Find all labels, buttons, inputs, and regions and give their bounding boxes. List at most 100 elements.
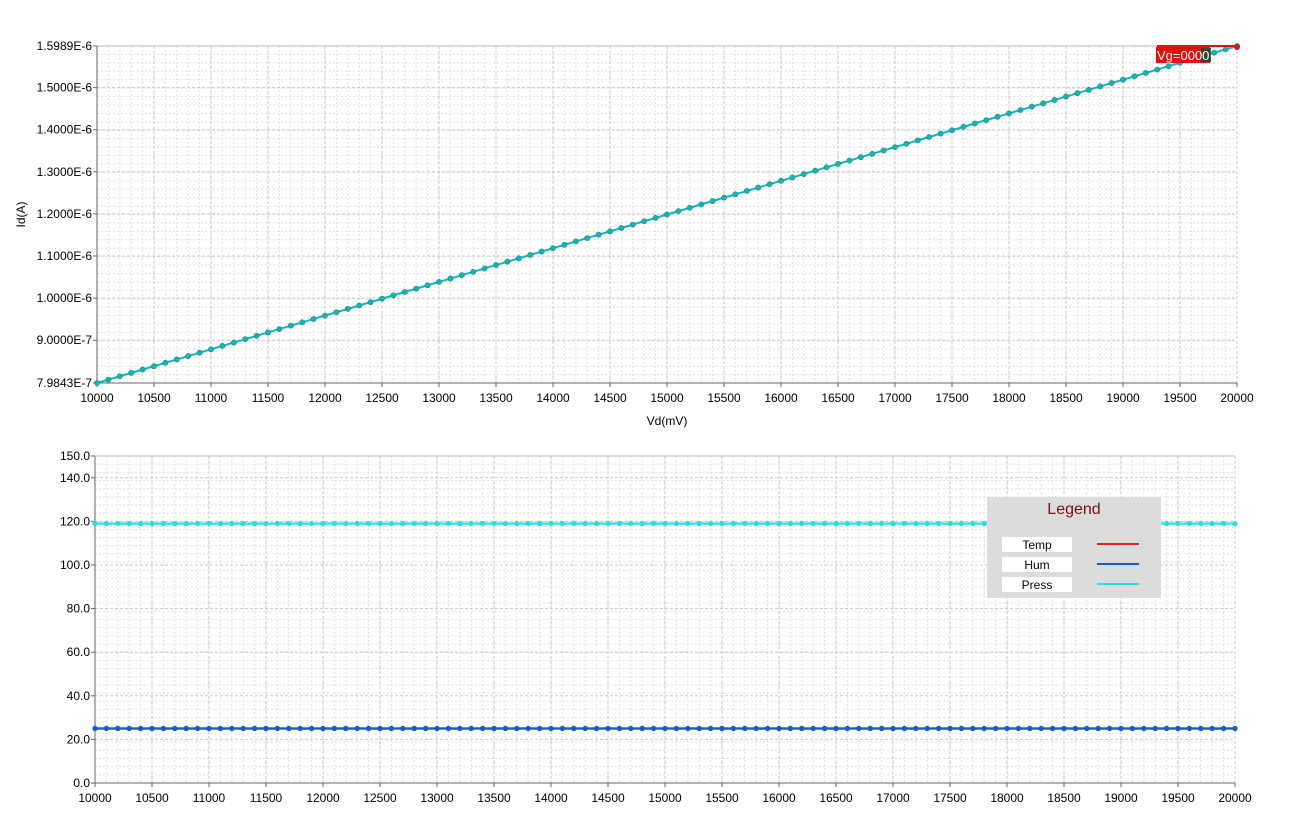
id-series-point <box>869 150 876 157</box>
series-point-press <box>1209 520 1215 527</box>
series-point-press <box>377 520 383 527</box>
id-series-point <box>595 231 602 238</box>
series-point-hum <box>696 725 702 732</box>
id-series-point <box>641 218 648 225</box>
id-series-point <box>105 376 112 383</box>
id-series-point <box>493 262 499 268</box>
id-series-point <box>481 265 488 272</box>
series-point-hum <box>229 725 235 732</box>
id-series-point <box>162 359 169 366</box>
series-point-press <box>525 520 531 527</box>
series-point-press <box>662 520 668 527</box>
series-point-press <box>103 520 109 527</box>
x-tick-label: 15500 <box>705 791 739 805</box>
series-point-press <box>787 520 794 527</box>
id-series-point <box>413 285 420 292</box>
x-tick-label: 19000 <box>1104 791 1138 805</box>
x-tick-label: 10000 <box>78 791 112 805</box>
series-point-hum <box>343 725 349 732</box>
series-point-press <box>149 520 155 527</box>
id-series-point <box>367 299 374 306</box>
series-point-hum <box>1175 725 1181 732</box>
series-point-hum <box>172 725 178 732</box>
x-tick-label: 17000 <box>878 391 912 405</box>
id-series-point <box>470 268 477 275</box>
id-series-point <box>960 123 967 130</box>
series-point-hum <box>434 725 440 732</box>
series-point-press <box>92 520 98 527</box>
id-series-point <box>265 329 271 336</box>
id-series-point <box>1028 103 1035 110</box>
series-point-hum <box>468 725 474 732</box>
id-series-point <box>1006 110 1012 117</box>
series-point-press <box>480 520 486 527</box>
id-series-point <box>208 346 214 353</box>
series-point-hum <box>217 725 223 732</box>
id-series-point <box>527 252 534 258</box>
series-point-press <box>879 520 885 527</box>
id-series-point <box>287 322 294 329</box>
series-point-press <box>856 520 862 527</box>
x-tick-label: 16000 <box>762 791 796 805</box>
series-point-press <box>913 520 919 527</box>
series-point-hum <box>1061 725 1067 732</box>
series-point-hum <box>787 725 794 732</box>
id-series-point <box>846 157 853 164</box>
legend-label-hum: Hum <box>1024 558 1049 572</box>
series-point-hum <box>753 725 759 732</box>
series-point-hum <box>571 725 577 732</box>
y-tick-label: 1.0000E-6 <box>37 291 93 305</box>
x-tick-label: 15000 <box>648 791 682 805</box>
id-series-point <box>515 255 522 262</box>
series-point-press <box>651 520 657 527</box>
id-series-point <box>1074 90 1081 97</box>
series-point-press <box>537 520 543 527</box>
id-series-point <box>242 336 249 343</box>
x-tick-label: 19500 <box>1161 791 1195 805</box>
series-point-hum <box>981 725 987 732</box>
id-series-point <box>139 366 146 373</box>
id-series-point <box>561 241 568 248</box>
id-series-point <box>333 309 340 316</box>
id-series-point <box>196 349 203 356</box>
series-point-press <box>559 520 566 527</box>
id-series-point <box>743 188 750 194</box>
id-series-point <box>1063 93 1069 100</box>
y-tick-label: 80.0 <box>67 602 91 616</box>
series-point-hum <box>776 725 782 732</box>
id-series-point <box>504 258 511 265</box>
id-series-point <box>1211 49 1218 56</box>
id-series-point <box>675 208 682 215</box>
series-point-press <box>217 520 223 527</box>
series-point-hum <box>1221 725 1227 732</box>
series-point-press <box>263 520 269 527</box>
series-point-hum <box>970 725 976 732</box>
id-series-point <box>755 184 762 191</box>
id-series-point <box>812 167 819 174</box>
series-point-hum <box>1084 725 1090 732</box>
id-series-point <box>789 174 796 181</box>
series-point-hum <box>525 725 531 732</box>
series-point-press <box>343 520 349 527</box>
series-point-press <box>297 520 303 527</box>
id-series-point <box>926 134 933 140</box>
series-point-press <box>320 520 326 527</box>
series-point-press <box>970 520 976 527</box>
series-point-hum <box>582 725 588 732</box>
x-tick-label: 16500 <box>821 391 855 405</box>
series-point-hum <box>1118 725 1124 732</box>
series-point-press <box>183 520 189 527</box>
x-tick-label: 17500 <box>935 391 969 405</box>
id-series-point <box>823 164 830 171</box>
series-point-hum <box>548 725 554 732</box>
x-tick-label: 10500 <box>135 791 169 805</box>
series-point-hum <box>126 725 132 732</box>
series-point-hum <box>423 725 429 732</box>
x-tick-label: 13000 <box>420 791 454 805</box>
x-tick-label: 17500 <box>933 791 967 805</box>
series-point-press <box>742 520 748 527</box>
series-point-hum <box>822 725 828 732</box>
id-series-point <box>1017 107 1024 113</box>
series-point-hum <box>115 725 121 732</box>
id-series-point <box>607 228 613 235</box>
